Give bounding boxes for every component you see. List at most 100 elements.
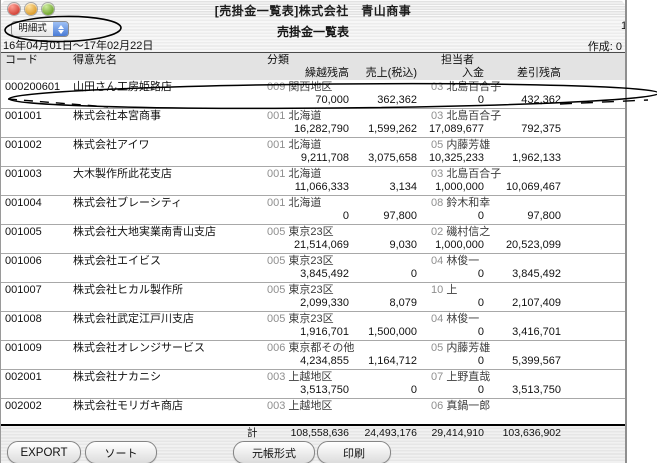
sales-amount: 0: [410, 268, 417, 280]
table-row[interactable]: 002002 株式会社モリガキ商店 003 上越地区 06 真鍋一郎: [1, 399, 625, 413]
sales-amount: 8,079: [389, 297, 417, 309]
sales-amount: 97,800: [383, 210, 417, 222]
category-cell: 006 東京都その他: [267, 342, 355, 354]
deposit-amount: 1,000,000: [435, 239, 484, 251]
category-cell: 001 北海道: [267, 197, 322, 209]
table-row[interactable]: 001006 株式会社エイビス 005 東京23区 04 林俊一 3,845,4…: [1, 254, 625, 283]
sort-button[interactable]: ソート: [85, 441, 157, 463]
report-title: 売掛金一覧表: [276, 25, 349, 39]
customer-code: 001008: [5, 313, 42, 325]
customer-name: 株式会社武定江戸川支店: [73, 313, 194, 325]
header-carry: 繰越残高: [305, 67, 349, 79]
category-cell: 005 東京23区: [267, 313, 334, 325]
staff-cell: 04 林俊一: [431, 313, 480, 325]
staff-cell: 02 磯村信之: [431, 226, 491, 238]
customer-code: 002001: [5, 371, 42, 383]
customer-name: 株式会社大地実業南青山支店: [73, 226, 216, 238]
customer-code: 001004: [5, 197, 42, 209]
customer-name: 株式会社アイワ: [73, 139, 150, 151]
table-row[interactable]: 001003 大木製作所此花支店 001 北海道 03 北島百合子 11,066…: [1, 167, 625, 196]
customer-code: 001009: [5, 342, 42, 354]
customer-name: 株式会社エイビス: [73, 255, 161, 267]
customer-name: 大木製作所此花支店: [73, 168, 172, 180]
net-balance: 5,399,567: [512, 355, 561, 367]
category-cell: 003 上越地区: [267, 400, 333, 412]
header-deposit: 入金: [462, 67, 484, 79]
category-cell: 005 東京23区: [267, 284, 334, 296]
table-row[interactable]: 001007 株式会社ヒカル製作所 005 東京23区 10 上 2,099,3…: [1, 283, 625, 312]
carry-balance: 0: [342, 210, 349, 222]
ledger-format-button[interactable]: 元帳形式: [233, 441, 315, 463]
report-header-strip: 明細式 売掛金一覧表 1 16年04月01日～17年02月22日 作成: 0: [1, 18, 627, 53]
totals-balance: 103,636,902: [502, 427, 561, 439]
deposit-amount: 0: [477, 326, 484, 338]
category-cell: 003 上越地区: [267, 371, 333, 383]
totals-sales: 24,493,176: [364, 427, 417, 439]
totals-deposit: 29,414,910: [431, 427, 484, 439]
category-cell: 009 関西地区: [267, 81, 333, 93]
customer-code: 000200601: [5, 81, 61, 93]
carry-balance: 4,234,855: [300, 355, 349, 367]
export-button[interactable]: EXPORT: [7, 441, 81, 463]
table-row[interactable]: 001001 株式会社本宮商事 001 北海道 03 北島百合子 16,282,…: [1, 109, 625, 138]
customer-name: 株式会社ヒカル製作所: [73, 284, 183, 296]
staff-cell: 04 林俊一: [431, 255, 480, 267]
net-balance: 2,107,409: [512, 297, 561, 309]
header-sales: 売上(税込): [365, 67, 417, 79]
customer-name: 株式会社本宮商事: [73, 110, 161, 122]
zoom-button-icon[interactable]: [42, 3, 54, 15]
table-row[interactable]: 002001 株式会社ナカニシ 003 上越地区 07 上野直哉 3,513,7…: [1, 370, 625, 399]
customer-name: 株式会社ブレーシティ: [73, 197, 183, 209]
net-balance: 792,375: [521, 123, 561, 135]
table-row[interactable]: 001008 株式会社武定江戸川支店 005 東京23区 04 林俊一 1,91…: [1, 312, 625, 341]
sales-amount: 3,075,658: [368, 152, 417, 164]
customer-code: 001001: [5, 110, 42, 122]
print-button[interactable]: 印刷: [317, 441, 391, 463]
staff-cell: 05 内藤芳雄: [431, 342, 491, 354]
table-row[interactable]: 001009 株式会社オレンジサービス 006 東京都その他 05 内藤芳雄 4…: [1, 341, 625, 370]
deposit-amount: 1,000,000: [435, 181, 484, 193]
customer-code: 001005: [5, 226, 42, 238]
staff-cell: 10 上: [431, 284, 458, 296]
carry-balance: 11,066,333: [294, 181, 349, 193]
table-row[interactable]: 001005 株式会社大地実業南青山支店 005 東京23区 02 磯村信之 2…: [1, 225, 625, 254]
totals-carry: 108,558,636: [290, 427, 349, 439]
net-balance: [456, 413, 561, 424]
customer-code: 001003: [5, 168, 42, 180]
carry-balance: 2,099,330: [300, 297, 349, 309]
sales-amount: 9,030: [389, 239, 417, 251]
staff-cell: 03 北島百合子: [431, 168, 502, 180]
window-controls: [8, 3, 54, 15]
net-balance: 3,845,492: [512, 268, 561, 280]
customer-code: 002002: [5, 400, 42, 412]
table-row[interactable]: 000200601 山田さん工房姫路店 009 関西地区 03 北島百合子 70…: [1, 80, 625, 109]
sales-amount: 3,134: [389, 181, 417, 193]
customer-name: 株式会社モリガキ商店: [73, 400, 183, 412]
staff-cell: 05 内藤芳雄: [431, 139, 491, 151]
table-header: コード 得意先名 分類 担当者 繰越残高 売上(税込) 入金 差引残高: [1, 52, 625, 83]
customer-code: 001007: [5, 284, 42, 296]
header-staff: 担当者: [441, 54, 474, 66]
title-bar[interactable]: [売掛金一覧表]株式会社 青山商事: [1, 0, 625, 19]
customer-name: 株式会社オレンジサービス: [73, 342, 205, 354]
page-indicator: 1: [621, 20, 627, 32]
staff-cell: 03 北島百合子: [431, 110, 502, 122]
table-row[interactable]: 001002 株式会社アイワ 001 北海道 05 内藤芳雄 9,211,708…: [1, 138, 625, 167]
category-cell: 005 東京23区: [267, 255, 334, 267]
net-balance: 97,800: [527, 210, 561, 222]
created-label: 作成: 0: [587, 41, 622, 53]
customer-code: 001006: [5, 255, 42, 267]
net-balance: 3,513,750: [512, 384, 561, 396]
customer-code: 001002: [5, 139, 42, 151]
carry-balance: 3,845,492: [300, 268, 349, 280]
customer-name: 山田さん工房姫路店: [73, 81, 172, 93]
table-row[interactable]: 001004 株式会社ブレーシティ 001 北海道 08 鈴木和幸 0 97,8…: [1, 196, 625, 225]
category-cell: 005 東京23区: [267, 226, 334, 238]
close-button-icon[interactable]: [8, 3, 20, 15]
deposit-amount: 0: [477, 297, 484, 309]
deposit-amount: 0: [477, 210, 484, 222]
minimize-button-icon[interactable]: [25, 3, 37, 15]
header-category: 分類: [267, 54, 289, 66]
header-name: 得意先名: [73, 54, 117, 66]
carry-balance: 16,282,790: [293, 123, 349, 135]
